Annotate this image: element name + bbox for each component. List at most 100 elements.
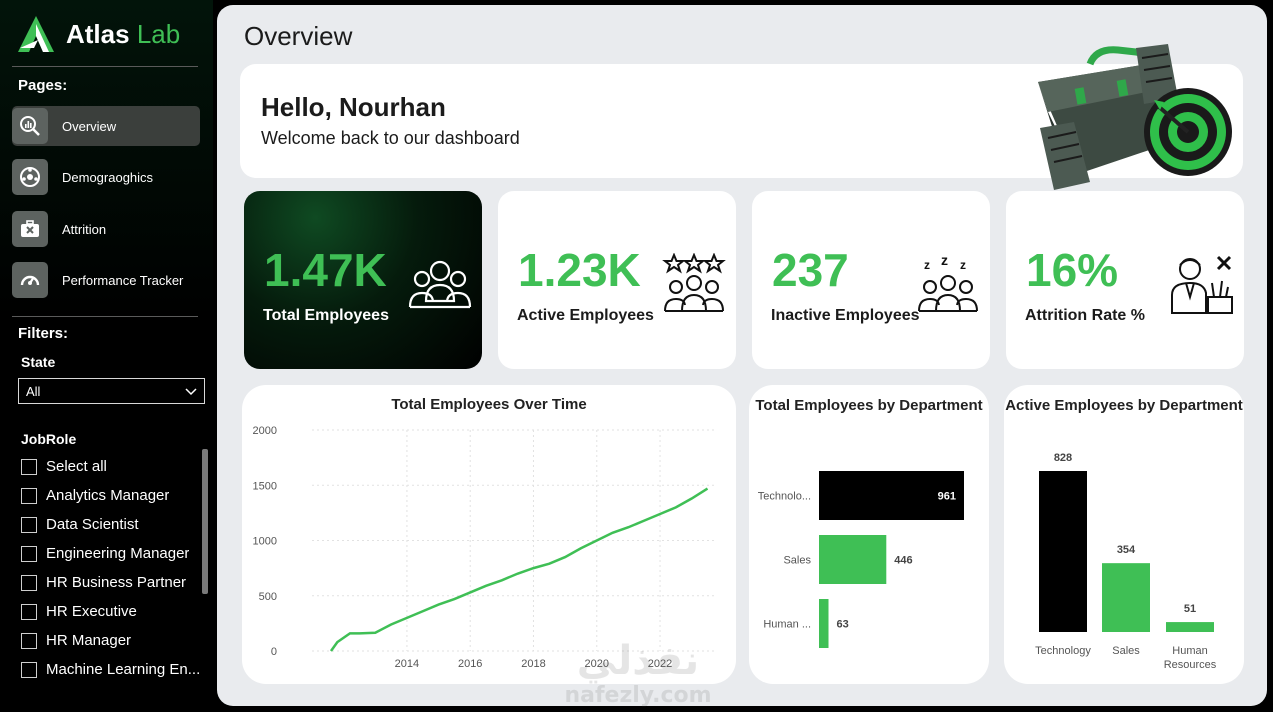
pages-heading: Pages: xyxy=(18,77,68,94)
chart-card-total-over-time: Total Employees Over Time 0 500 1000 1500 20… xyxy=(242,385,736,684)
chevron-down-icon xyxy=(185,388,197,396)
atlas-logo-icon xyxy=(18,16,54,52)
category-label: Human ... xyxy=(763,619,811,631)
jobrole-option-label: Machine Learning En... xyxy=(46,661,201,678)
brand-name: Atlas Lab xyxy=(66,19,180,50)
jobrole-option[interactable]: Data Scientist xyxy=(20,510,206,539)
jobrole-option-label: Select all xyxy=(46,458,107,475)
watermark-arabic: نفذلي xyxy=(577,638,699,684)
data-label: 51 xyxy=(1184,603,1196,615)
jobrole-option[interactable]: Machine Learning En... xyxy=(20,655,206,684)
bar xyxy=(1166,622,1214,632)
checkbox[interactable] xyxy=(21,516,37,533)
welcome-card: Hello, Nourhan Welcome back to our dashb… xyxy=(240,44,1243,190)
data-label: 828 xyxy=(1054,452,1072,464)
briefcase-target-illustration xyxy=(1038,44,1232,190)
svg-text:z: z xyxy=(924,258,930,272)
category-label: Sales xyxy=(1112,645,1140,657)
state-filter-label: State xyxy=(21,354,56,370)
x-tick-label: 2016 xyxy=(458,658,482,670)
bar xyxy=(1102,563,1150,632)
main-content: Overview Hello, Nourhan Welcome back to … xyxy=(217,5,1267,706)
jobrole-option-label: HR Manager xyxy=(46,632,132,649)
horizontal-bar-chart: Technolo... 961 Sales 446 Human ... 63 xyxy=(758,471,964,648)
jobrole-option[interactable]: Select all xyxy=(20,452,206,481)
chart-card-total-by-department: Total Employees by Department Technolo..… xyxy=(749,385,989,684)
checkbox[interactable] xyxy=(21,487,37,504)
x-tick-label: 2020 xyxy=(585,658,609,670)
y-tick-label: 500 xyxy=(259,591,277,603)
jobrole-option-label: Analytics Manager xyxy=(46,487,170,504)
brand-name-part2: Lab xyxy=(136,18,181,49)
chart-title: Active Employees by Department xyxy=(1005,397,1243,414)
kpi-value: 16% xyxy=(1026,244,1119,296)
y-tick-label: 0 xyxy=(271,646,277,658)
x-tick-label: 2022 xyxy=(648,658,672,670)
kpi-card-attrition-rate: 16% Attrition Rate % xyxy=(1006,191,1244,369)
jobrole-option[interactable]: HR Manager xyxy=(20,626,206,655)
group-people-icon xyxy=(408,260,472,309)
svg-text:z: z xyxy=(941,253,948,268)
nav-label-performance-tracker: Performance Tracker xyxy=(62,272,184,288)
jobrole-option-label: HR Business Partner xyxy=(46,574,187,591)
nav-label-overview: Overview xyxy=(62,118,117,134)
category-label: Technolo... xyxy=(758,491,811,503)
data-label: 63 xyxy=(837,619,849,631)
nav-item-performance-tracker[interactable]: Performance Tracker xyxy=(12,260,200,300)
x-tick-label: 2018 xyxy=(521,658,545,670)
briefcase-icon xyxy=(12,211,48,247)
checkbox[interactable] xyxy=(21,603,37,620)
line-chart: 0 500 1000 1500 2000 2014 2016 2018 2020 2022 xyxy=(253,425,717,670)
checkbox[interactable] xyxy=(21,458,37,475)
y-tick-label: 1500 xyxy=(253,480,277,492)
jobrole-checkbox-list: Select all Analytics Manager Data Scient… xyxy=(20,452,206,692)
chart-title: Total Employees Over Time xyxy=(391,396,587,413)
jobrole-option-label: Engineering Manager xyxy=(46,545,190,562)
brand-name-part1: Atlas xyxy=(66,18,130,49)
nav-label-demographics: Demograoghics xyxy=(62,169,154,185)
greeting-text: Hello, Nourhan xyxy=(261,92,446,122)
stars-group-icon xyxy=(662,253,726,312)
kpi-label: Active Employees xyxy=(517,307,654,324)
bar xyxy=(1039,471,1087,632)
bar xyxy=(819,599,829,648)
kpi-label: Total Employees xyxy=(263,307,389,324)
checkbox[interactable] xyxy=(21,661,37,678)
jobrole-option-label: HR Executive xyxy=(46,603,137,620)
jobrole-option[interactable]: Engineering Manager xyxy=(20,539,206,568)
bar xyxy=(819,535,887,584)
jobrole-option[interactable]: Analytics Manager xyxy=(20,481,206,510)
x-tick-label: 2014 xyxy=(395,658,419,670)
checkbox[interactable] xyxy=(21,545,37,562)
data-label: 961 xyxy=(938,491,956,503)
kpi-value: 1.47K xyxy=(264,244,387,296)
brand-logo: Atlas Lab xyxy=(16,14,180,54)
jobrole-option[interactable]: HR Business Partner xyxy=(20,568,206,597)
kpi-value: 1.23K xyxy=(518,244,641,296)
welcome-message: Welcome back to our dashboard xyxy=(261,128,520,148)
kpi-label: Inactive Employees xyxy=(771,307,920,324)
state-dropdown[interactable]: All xyxy=(18,378,205,404)
kpi-label: Attrition Rate % xyxy=(1025,307,1145,324)
chart-card-active-by-department: Active Employees by Department 828 Techno… xyxy=(1004,385,1244,684)
checkbox[interactable] xyxy=(21,632,37,649)
nav-item-overview[interactable]: Overview xyxy=(12,106,200,146)
page-title: Overview xyxy=(244,21,353,51)
speedometer-icon xyxy=(12,262,48,298)
demographics-wheel-icon xyxy=(12,159,48,195)
category-label: Human Resources xyxy=(1164,645,1217,671)
jobrole-option[interactable]: HR Executive xyxy=(20,597,206,626)
bar xyxy=(819,471,964,520)
y-tick-label: 2000 xyxy=(253,425,277,437)
nav-item-attrition[interactable]: Attrition xyxy=(12,209,200,249)
series-line xyxy=(329,487,709,652)
checkbox[interactable] xyxy=(21,574,37,591)
data-label: 446 xyxy=(894,555,912,567)
nav-item-demographics[interactable]: Demograoghics xyxy=(12,157,200,197)
kpi-card-total-employees: 1.47K Total Employees xyxy=(244,191,482,369)
jobrole-scrollbar[interactable] xyxy=(202,449,208,594)
leaving-employee-icon xyxy=(1171,255,1233,314)
vertical-bar-chart: 828 Technology 354 Sales 51 Human Resources xyxy=(1035,452,1217,671)
